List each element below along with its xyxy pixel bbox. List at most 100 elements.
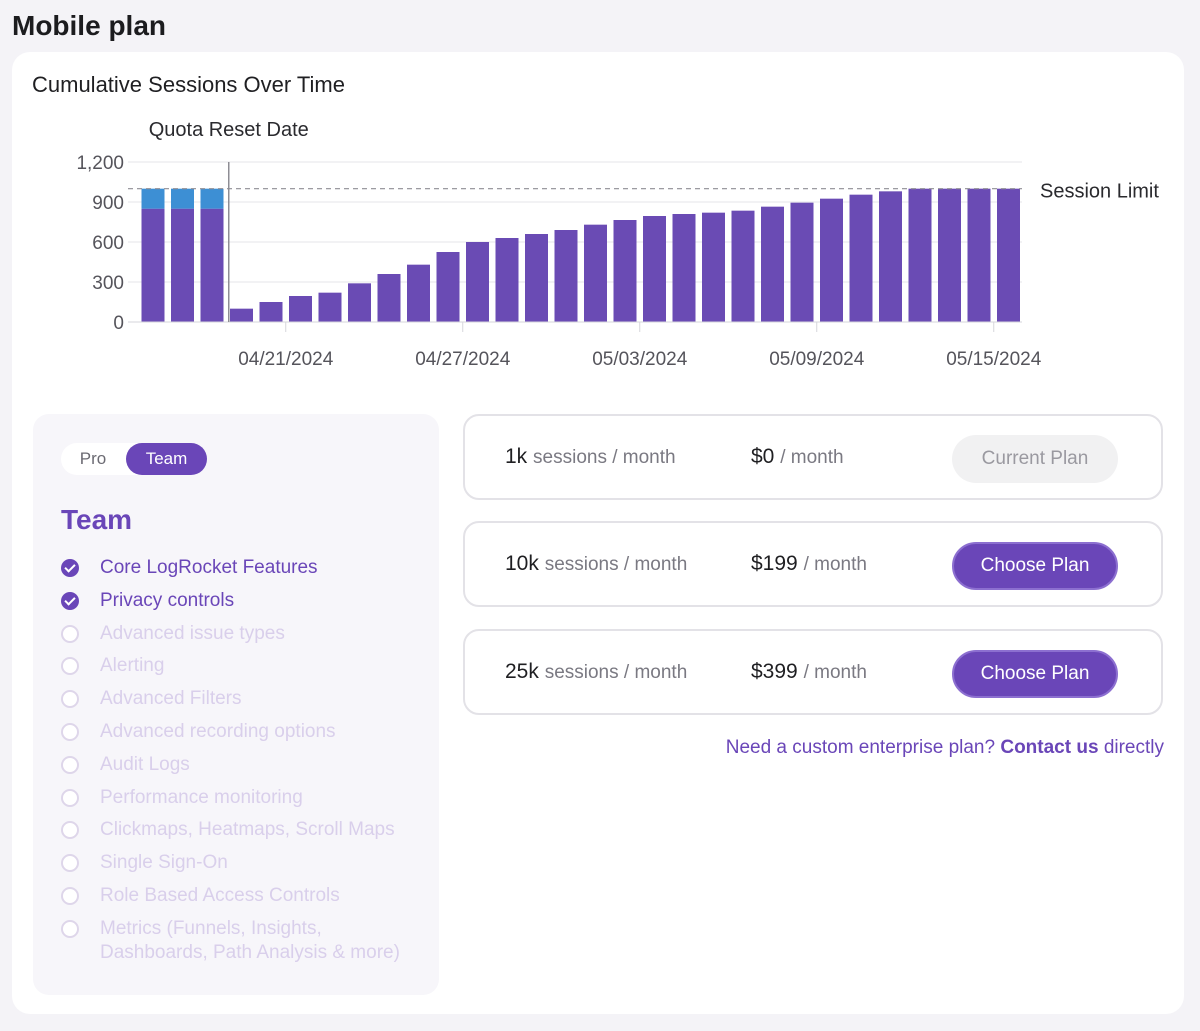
- toggle-option-pro[interactable]: Pro: [79, 449, 107, 468]
- feature-item: Core LogRocket Features: [61, 556, 431, 580]
- plan-sessions-unit: sessions / month: [533, 447, 676, 468]
- empty-circle-icon: [61, 690, 79, 709]
- plan-sessions: 1k sessions / month: [505, 416, 676, 499]
- plan-sessions: 25k sessions / month: [505, 631, 687, 714]
- feature-item: Clickmaps, Heatmaps, Scroll Maps: [61, 818, 431, 842]
- plan-price: $399 / month: [751, 631, 867, 714]
- plan-sessions: 10k sessions / month: [505, 523, 687, 606]
- check-circle-icon: [61, 591, 79, 610]
- feature-label: Alerting: [100, 655, 165, 677]
- bar: [348, 283, 371, 322]
- feature-label: Single Sign-On: [100, 852, 228, 874]
- feature-item: Alerting: [61, 654, 431, 678]
- bar: [318, 292, 342, 322]
- check-circle-icon: [61, 559, 79, 577]
- contact-us-link[interactable]: Contact us: [1000, 737, 1099, 758]
- x-tick-label: 05/09/2024: [769, 349, 865, 370]
- plan-price-unit: / month: [803, 662, 867, 683]
- plan-sessions-unit: sessions / month: [544, 662, 688, 683]
- feature-item: Role Based Access Controls: [61, 884, 431, 908]
- plan-tier-toggle: Pro Team: [61, 443, 207, 475]
- y-tick-label: 1,200: [76, 153, 124, 174]
- feature-item: Performance monitoring: [61, 786, 431, 810]
- y-tick-label: 300: [92, 273, 124, 294]
- x-tick-label: 04/27/2024: [415, 349, 511, 370]
- current-plan-button[interactable]: Current Plan: [952, 435, 1118, 483]
- bar-overage: [171, 188, 194, 209]
- bar: [820, 198, 843, 322]
- plan-sessions-value: 10k: [505, 552, 539, 575]
- bar: [761, 206, 784, 322]
- bar: [200, 208, 224, 322]
- bar: [525, 234, 548, 322]
- bar: [879, 191, 902, 322]
- empty-circle-icon: [61, 788, 79, 807]
- x-tick-label: 05/15/2024: [946, 349, 1042, 370]
- empty-circle-icon: [61, 722, 79, 741]
- y-tick-label: 0: [113, 313, 124, 334]
- bar: [731, 210, 755, 322]
- plan-row-1k: 1k sessions / month $0 / month Current P…: [463, 414, 1163, 500]
- plan-price-value: $199: [751, 552, 798, 575]
- plan-price-value: $399: [751, 660, 798, 683]
- bar: [938, 188, 961, 322]
- empty-circle-icon: [61, 755, 79, 774]
- chart-title: Cumulative Sessions Over Time: [32, 72, 345, 97]
- feature-item: Advanced recording options: [61, 720, 431, 744]
- feature-label: Clickmaps, Heatmaps, Scroll Maps: [100, 819, 395, 841]
- feature-item: Advanced issue types: [61, 622, 431, 646]
- y-tick-label: 900: [92, 193, 124, 214]
- empty-circle-icon: [61, 821, 79, 840]
- bar: [672, 214, 696, 322]
- empty-circle-icon: [61, 886, 79, 905]
- bar: [377, 274, 401, 322]
- choose-plan-button-10k[interactable]: Choose Plan: [952, 542, 1118, 590]
- x-tick-label: 04/21/2024: [238, 349, 334, 370]
- enterprise-note: Need a custom enterprise plan? Contact u…: [726, 737, 1164, 759]
- feature-label: Role Based Access Controls: [100, 884, 340, 906]
- feature-item: Advanced Filters: [61, 687, 431, 711]
- y-tick-label: 600: [92, 233, 124, 254]
- bar-overage: [141, 188, 165, 209]
- bar: [554, 230, 578, 322]
- empty-circle-icon: [61, 854, 79, 873]
- plan-name: Team: [61, 504, 133, 535]
- feature-list: Core LogRocket Features Privacy controls A…: [61, 556, 431, 974]
- bar: [495, 238, 519, 322]
- features-panel: [33, 414, 439, 995]
- plan-price: $199 / month: [751, 523, 867, 606]
- bar: [613, 220, 637, 322]
- bar: [702, 212, 725, 322]
- feature-label: Core LogRocket Features: [100, 557, 318, 578]
- session-limit-label: Session Limit: [1040, 181, 1159, 203]
- feature-item: Single Sign-On: [61, 851, 431, 875]
- choose-plan-button-25k[interactable]: Choose Plan: [952, 650, 1118, 698]
- page-title: Mobile plan: [12, 10, 166, 41]
- enterprise-suffix: directly: [1103, 737, 1164, 758]
- feature-label: Privacy controls: [100, 589, 235, 611]
- plan-price: $0 / month: [751, 416, 844, 499]
- feature-label: Performance monitoring: [100, 786, 303, 808]
- bar: [908, 188, 932, 322]
- bar-overage: [200, 188, 224, 209]
- feature-item: Metrics (Funnels, Insights, Dashboards, …: [61, 917, 431, 965]
- quota-reset-label: Quota Reset Date: [149, 119, 309, 141]
- bar: [436, 252, 460, 322]
- feature-label: Metrics (Funnels, Insights, Dashboards, …: [100, 917, 400, 963]
- feature-item: Audit Logs: [61, 753, 431, 777]
- feature-label: Audit Logs: [100, 753, 190, 775]
- plan-row-25k: 25k sessions / month $399 / month Choose…: [463, 629, 1163, 715]
- plan-row-10k: 10k sessions / month $199 / month Choose…: [463, 521, 1163, 607]
- sessions-chart: 0 300 600 900 1,200 04/21/2024 04/27/2024 05/03…: [76, 119, 1159, 370]
- empty-circle-icon: [61, 919, 79, 938]
- toggle-option-team[interactable]: Team: [126, 443, 207, 475]
- bar: [407, 264, 430, 322]
- bar: [967, 188, 991, 322]
- empty-circle-icon: [61, 624, 79, 643]
- bar: [997, 188, 1020, 322]
- plan-sessions-value: 25k: [505, 660, 539, 683]
- empty-circle-icon: [61, 657, 79, 676]
- feature-label: Advanced Filters: [100, 688, 242, 710]
- plan-price-unit: / month: [780, 447, 844, 468]
- bar: [584, 224, 607, 322]
